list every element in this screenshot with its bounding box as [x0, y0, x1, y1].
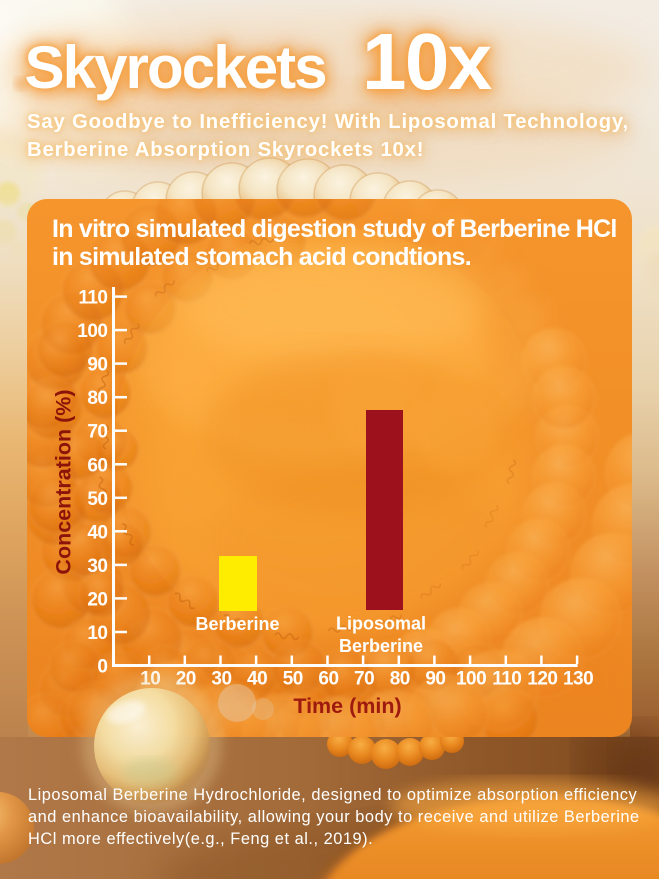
svg-text:120: 120	[527, 669, 557, 690]
svg-text:90: 90	[87, 355, 107, 376]
svg-text:60: 60	[87, 455, 107, 476]
svg-text:30: 30	[87, 556, 107, 577]
svg-text:100: 100	[456, 669, 486, 690]
svg-text:70: 70	[87, 422, 107, 443]
svg-text:90: 90	[425, 669, 445, 690]
svg-text:30: 30	[211, 669, 231, 690]
svg-text:60: 60	[318, 669, 338, 690]
svg-text:Concentration (%): Concentration (%)	[52, 389, 76, 574]
svg-text:Berberine: Berberine	[195, 614, 279, 634]
svg-text:40: 40	[87, 522, 107, 543]
svg-text:70: 70	[354, 669, 374, 690]
svg-text:80: 80	[390, 669, 410, 690]
svg-text:Liposomal: Liposomal	[336, 614, 426, 634]
svg-text:130: 130	[563, 669, 593, 690]
svg-text:10: 10	[140, 669, 160, 690]
svg-text:80: 80	[87, 388, 107, 409]
svg-text:20: 20	[176, 669, 196, 690]
svg-text:50: 50	[283, 669, 303, 690]
svg-text:20: 20	[87, 589, 107, 610]
svg-text:10: 10	[87, 623, 107, 644]
svg-text:100: 100	[77, 321, 107, 342]
svg-text:Berberine: Berberine	[339, 636, 423, 656]
svg-text:Time (min): Time (min)	[293, 694, 401, 718]
svg-text:110: 110	[492, 669, 521, 690]
svg-text:0: 0	[97, 657, 107, 678]
svg-text:40: 40	[247, 669, 267, 690]
svg-text:50: 50	[87, 489, 107, 510]
svg-text:110: 110	[78, 288, 107, 309]
